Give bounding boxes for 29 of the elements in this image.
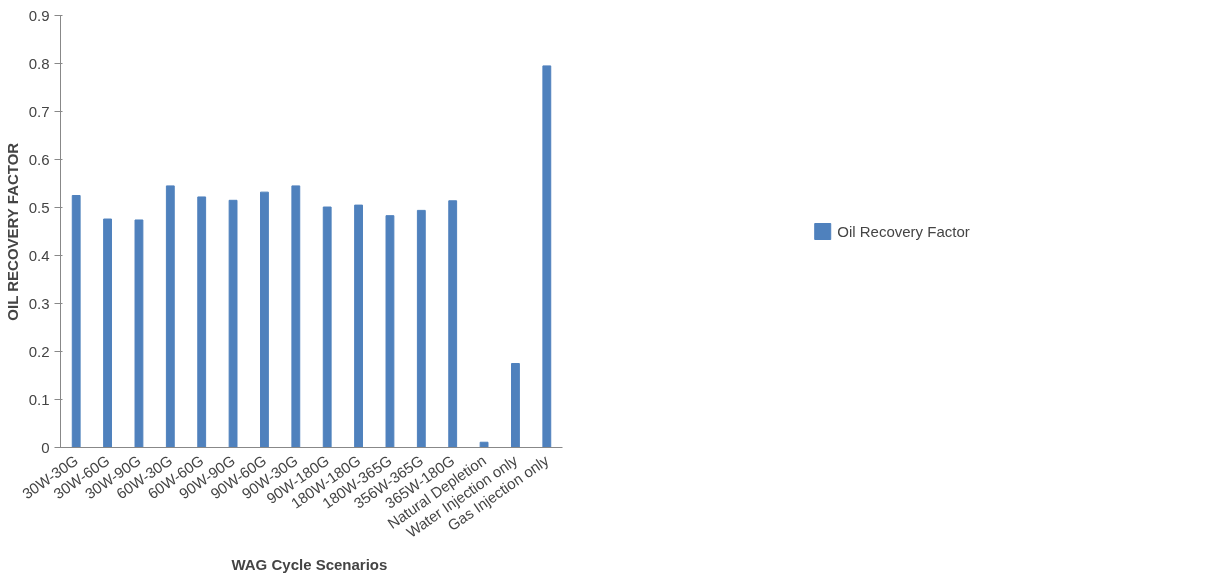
y-tick-label: 0.4	[28, 246, 50, 264]
bar	[416, 209, 426, 448]
y-tick-label: 0.6	[28, 150, 50, 168]
y-tick-label: 0.5	[28, 198, 50, 216]
y-tick-label: 0.3	[28, 294, 50, 312]
bar	[228, 199, 238, 448]
bar	[165, 185, 175, 448]
y-tick-label: 0.7	[28, 102, 50, 120]
bar	[291, 185, 301, 448]
bar	[134, 219, 144, 448]
bar	[103, 218, 112, 448]
y-tick-label: 0.1	[28, 390, 50, 408]
bar	[448, 200, 458, 448]
y-tick-label: 0.2	[28, 342, 50, 360]
x-axis-title: WAG Cycle Scenarios	[231, 555, 388, 573]
y-axis-title: OIL RECOVERY FACTOR	[3, 142, 21, 321]
y-tick-label: 0.9	[28, 6, 50, 24]
bar	[260, 191, 269, 448]
bar	[354, 204, 363, 448]
bar	[511, 363, 520, 448]
bar	[197, 196, 207, 448]
bar	[385, 215, 395, 448]
y-tick-label: 0	[41, 438, 50, 456]
legend-label: Oil Recovery Factor	[837, 222, 970, 240]
bar	[542, 65, 552, 448]
bar	[322, 206, 332, 448]
bar	[71, 195, 81, 448]
bar	[479, 441, 489, 448]
y-tick-label: 0.8	[28, 54, 50, 72]
